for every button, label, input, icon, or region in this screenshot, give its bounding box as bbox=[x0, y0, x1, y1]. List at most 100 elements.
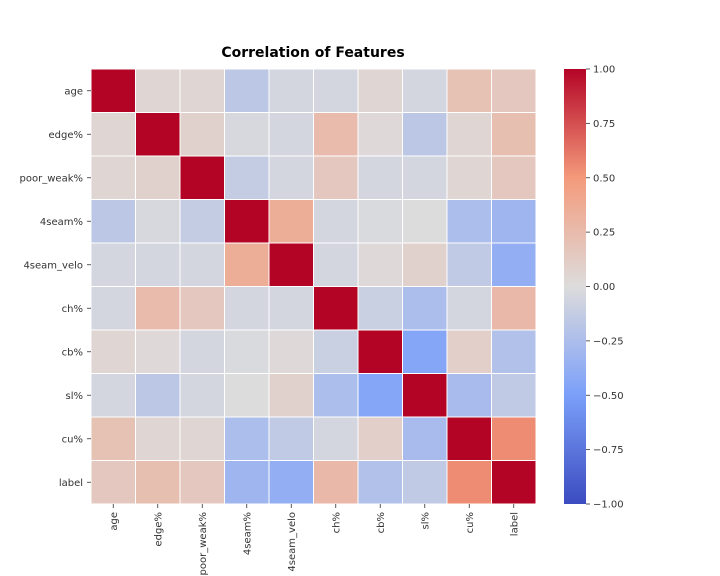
chart-title: Correlation of Features bbox=[221, 45, 404, 61]
heatmap-cell-cb%-cb% bbox=[357, 329, 403, 374]
heatmap-cell-ch%-label bbox=[491, 286, 537, 331]
x-tick-label: poor_weak% bbox=[198, 512, 209, 575]
heatmap-cell-poor_weak%-label bbox=[491, 155, 537, 200]
y-tick-label: edge% bbox=[48, 130, 83, 141]
y-tick-label: cb% bbox=[62, 347, 83, 358]
heatmap-cell-4seam_velo-poor_weak% bbox=[179, 242, 225, 287]
heatmap-cell-ch%-sl% bbox=[402, 286, 448, 331]
heatmap-cell-ch%-4seam_velo bbox=[268, 286, 314, 331]
heatmap-cell-poor_weak%-cb% bbox=[357, 155, 403, 200]
colorbar-ticks: 1.00 0.75 0.50 0.25 0.00 −0.25 −0.50 −0.75 −1.00 bbox=[586, 65, 624, 511]
heatmap-cell-4seam_velo-label bbox=[491, 242, 537, 287]
heatmap-cell-sl%-cb% bbox=[357, 373, 403, 418]
heatmap-cells bbox=[90, 68, 537, 505]
heatmap-cell-age-poor_weak% bbox=[179, 68, 225, 113]
heatmap-cell-4seam%-cu% bbox=[446, 199, 492, 244]
heatmap-cell-ch%-cb% bbox=[357, 286, 403, 331]
colorbar-tick-label: −0.25 bbox=[593, 336, 624, 347]
heatmap-cell-ch%-cu% bbox=[446, 286, 492, 331]
x-tick-label: sl% bbox=[420, 512, 431, 530]
heatmap-cell-label-label bbox=[491, 460, 537, 505]
heatmap-cell-sl%-edge% bbox=[135, 373, 181, 418]
heatmap-cell-4seam_velo-edge% bbox=[135, 242, 181, 287]
colorbar-tick-label: −1.00 bbox=[593, 500, 624, 511]
heatmap-cell-edge%-sl% bbox=[402, 112, 448, 157]
heatmap-cell-sl%-label bbox=[491, 373, 537, 418]
heatmap-cell-age-edge% bbox=[135, 68, 181, 113]
heatmap-cell-edge%-cu% bbox=[446, 112, 492, 157]
x-tick-label: 4seam_velo bbox=[287, 512, 298, 572]
heatmap-cell-label-edge% bbox=[135, 460, 181, 505]
heatmap-cell-age-4seam% bbox=[224, 68, 270, 113]
heatmap-cell-poor_weak%-ch% bbox=[313, 155, 359, 200]
colorbar-tick-label: 0.50 bbox=[593, 173, 615, 184]
heatmap-cell-cu%-poor_weak% bbox=[179, 416, 225, 461]
heatmap-cell-edge%-ch% bbox=[313, 112, 359, 157]
heatmap-cell-label-cu% bbox=[446, 460, 492, 505]
heatmap-cell-cu%-label bbox=[491, 416, 537, 461]
y-tick-labels: age edge% poor_weak% 4seam% 4seam_velo ch% cb%… bbox=[20, 86, 91, 489]
heatmap-cell-cu%-cu% bbox=[446, 416, 492, 461]
heatmap-cell-4seam%-age bbox=[90, 199, 136, 244]
heatmap-cell-4seam_velo-ch% bbox=[313, 242, 359, 287]
colorbar-tick-label: 0.25 bbox=[593, 228, 615, 239]
heatmap-cell-poor_weak%-4seam_velo bbox=[268, 155, 314, 200]
y-tick-label: sl% bbox=[66, 391, 84, 402]
colorbar: 1.00 0.75 0.50 0.25 0.00 −0.25 −0.50 −0.75 −1.00 bbox=[564, 65, 624, 511]
heatmap-cell-sl%-age bbox=[90, 373, 136, 418]
colorbar-tick-label: 1.00 bbox=[593, 65, 615, 76]
heatmap-cell-4seam%-poor_weak% bbox=[179, 199, 225, 244]
heatmap-cell-age-4seam_velo bbox=[268, 68, 314, 113]
heatmap-cell-4seam_velo-4seam% bbox=[224, 242, 270, 287]
heatmap-cell-poor_weak%-cu% bbox=[446, 155, 492, 200]
heatmap-cell-age-cu% bbox=[446, 68, 492, 113]
heatmap-cell-cb%-edge% bbox=[135, 329, 181, 374]
heatmap-cell-age-ch% bbox=[313, 68, 359, 113]
x-tick-label: age bbox=[109, 512, 120, 531]
heatmap-cell-cu%-ch% bbox=[313, 416, 359, 461]
heatmap-cell-label-cb% bbox=[357, 460, 403, 505]
heatmap-cell-cb%-age bbox=[90, 329, 136, 374]
heatmap-cell-poor_weak%-age bbox=[90, 155, 136, 200]
heatmap-cell-age-sl% bbox=[402, 68, 448, 113]
heatmap-cell-edge%-edge% bbox=[135, 112, 181, 157]
heatmap-cell-4seam%-4seam% bbox=[224, 199, 270, 244]
heatmap-cell-cb%-4seam% bbox=[224, 329, 270, 374]
heatmap-cell-sl%-ch% bbox=[313, 373, 359, 418]
x-tick-label: cu% bbox=[465, 512, 476, 533]
y-tick-label: age bbox=[64, 86, 83, 97]
heatmap-cell-poor_weak%-poor_weak% bbox=[179, 155, 225, 200]
colorbar-tick-label: 0.75 bbox=[593, 119, 615, 130]
heatmap-cell-label-poor_weak% bbox=[179, 460, 225, 505]
x-tick-label: label bbox=[509, 512, 520, 536]
y-tick-label: label bbox=[59, 478, 83, 489]
heatmap-cell-poor_weak%-4seam% bbox=[224, 155, 270, 200]
heatmap-cell-sl%-poor_weak% bbox=[179, 373, 225, 418]
heatmap-cell-ch%-ch% bbox=[313, 286, 359, 331]
heatmap-cell-4seam%-edge% bbox=[135, 199, 181, 244]
heatmap-cell-cu%-age bbox=[90, 416, 136, 461]
heatmap-cell-cb%-ch% bbox=[313, 329, 359, 374]
heatmap-cell-cb%-4seam_velo bbox=[268, 329, 314, 374]
colorbar-gradient bbox=[564, 69, 586, 504]
heatmap-cell-edge%-label bbox=[491, 112, 537, 157]
heatmap-cell-ch%-edge% bbox=[135, 286, 181, 331]
heatmap-cell-4seam_velo-sl% bbox=[402, 242, 448, 287]
heatmap-cell-edge%-cb% bbox=[357, 112, 403, 157]
heatmap-cell-4seam%-4seam_velo bbox=[268, 199, 314, 244]
heatmap-cell-edge%-poor_weak% bbox=[179, 112, 225, 157]
heatmap-cell-ch%-age bbox=[90, 286, 136, 331]
heatmap-cell-label-age bbox=[90, 460, 136, 505]
colorbar-tick-label: −0.50 bbox=[593, 391, 624, 402]
heatmap-cell-sl%-cu% bbox=[446, 373, 492, 418]
heatmap-cell-ch%-4seam% bbox=[224, 286, 270, 331]
heatmap-cell-4seam_velo-cb% bbox=[357, 242, 403, 287]
heatmap-cell-cb%-sl% bbox=[402, 329, 448, 374]
heatmap-cell-cu%-edge% bbox=[135, 416, 181, 461]
heatmap-cell-cb%-poor_weak% bbox=[179, 329, 225, 374]
heatmap-cell-poor_weak%-sl% bbox=[402, 155, 448, 200]
heatmap-cell-4seam_velo-4seam_velo bbox=[268, 242, 314, 287]
heatmap-cell-age-age bbox=[90, 68, 136, 113]
heatmap-cell-age-cb% bbox=[357, 68, 403, 113]
